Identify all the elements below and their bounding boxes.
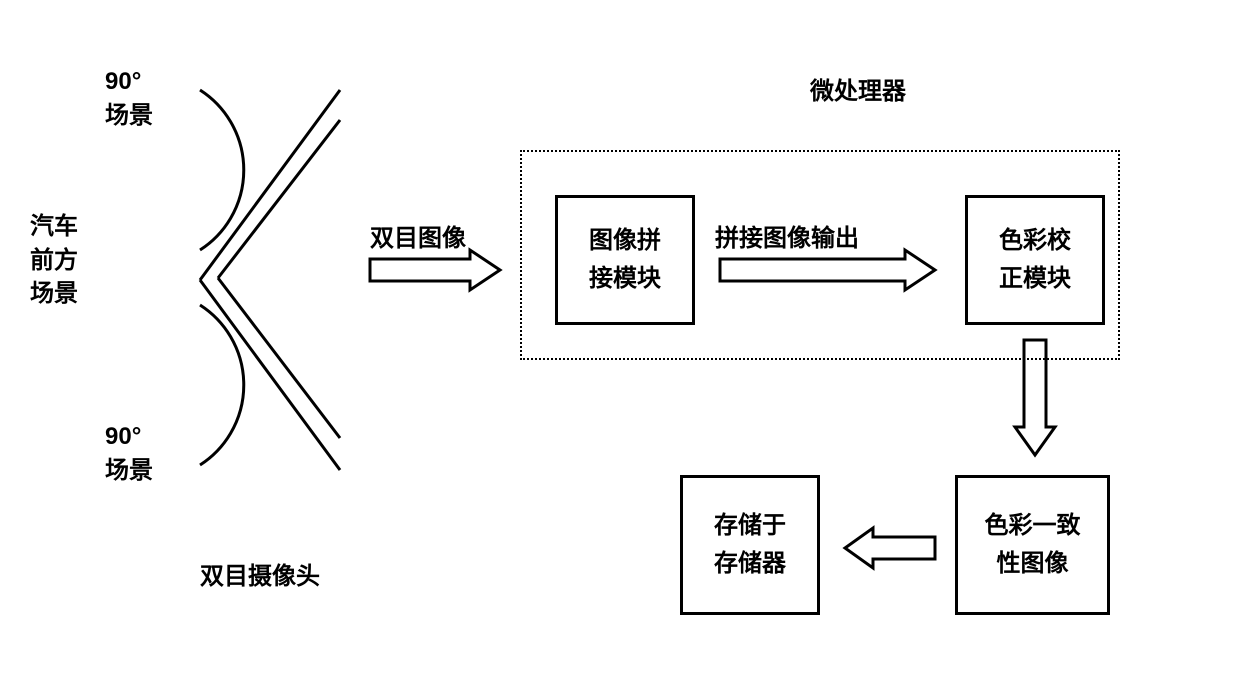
- box-label: 色彩校正模块: [999, 222, 1071, 299]
- box-image-stitch-module: 图像拼接模块: [555, 195, 695, 325]
- label-90-scene-top: 90°场景: [105, 65, 153, 132]
- label-microprocessor: 微处理器: [810, 75, 906, 109]
- box-label: 存储于存储器: [714, 507, 786, 584]
- label-car-front-scene: 汽车前方场景: [30, 210, 78, 311]
- label-stitched-output: 拼接图像输出: [715, 222, 859, 256]
- box-store-in-memory: 存储于存储器: [680, 475, 820, 615]
- label-binocular-camera: 双目摄像头: [200, 560, 320, 594]
- box-color-correction-module: 色彩校正模块: [965, 195, 1105, 325]
- box-label: 图像拼接模块: [589, 222, 661, 299]
- label-binocular-image: 双目图像: [370, 222, 466, 256]
- box-color-consistent-image: 色彩一致性图像: [955, 475, 1110, 615]
- box-label: 色彩一致性图像: [985, 507, 1081, 584]
- label-90-scene-bottom: 90°场景: [105, 420, 153, 487]
